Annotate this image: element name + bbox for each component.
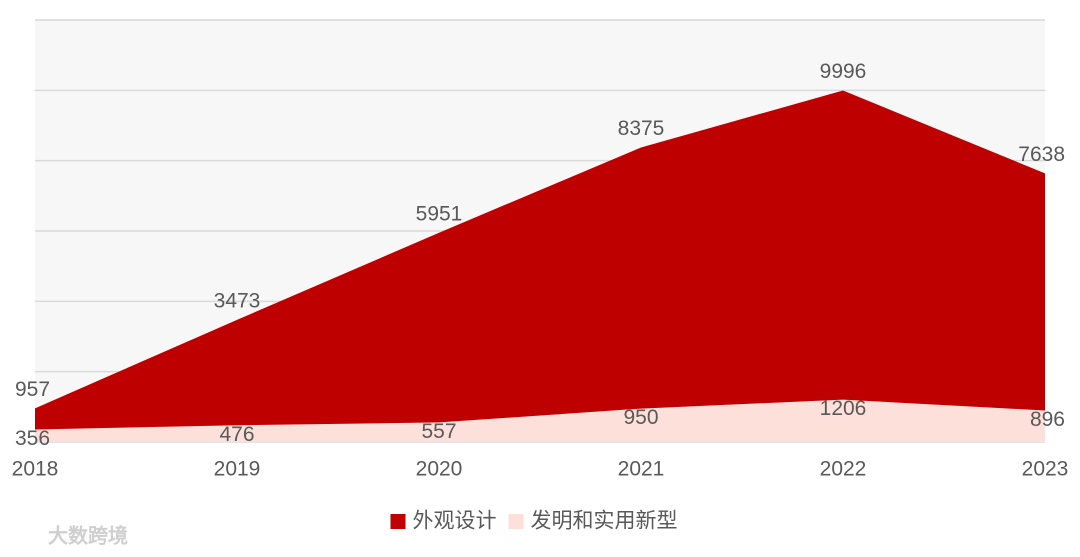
x-tick-label: 2019	[214, 458, 261, 481]
x-tick-label: 2022	[820, 458, 867, 481]
legend-label: 发明和实用新型	[531, 510, 678, 533]
legend-swatch	[508, 514, 524, 529]
x-tick-label: 2021	[618, 458, 665, 481]
legend-label: 外观设计	[413, 510, 497, 533]
data-label: 476	[219, 423, 254, 446]
data-label: 8375	[618, 117, 665, 140]
data-label: 5951	[416, 202, 463, 225]
data-label: 9996	[820, 60, 867, 83]
watermark: 大数跨境	[48, 523, 128, 547]
x-tick-label: 2020	[416, 458, 463, 481]
data-label: 896	[1030, 408, 1065, 431]
x-tick-label: 2023	[1022, 458, 1069, 481]
area	[35, 399, 1045, 442]
data-label: 950	[623, 406, 658, 429]
data-label: 957	[15, 378, 50, 401]
data-label: 3473	[214, 289, 261, 312]
data-label: 7638	[1018, 143, 1065, 166]
legend-swatch	[390, 514, 406, 529]
data-label: 356	[15, 427, 50, 450]
data-label: 1206	[820, 397, 867, 420]
data-label: 557	[421, 420, 456, 443]
x-tick-label: 2018	[12, 458, 59, 481]
area	[35, 90, 1045, 442]
